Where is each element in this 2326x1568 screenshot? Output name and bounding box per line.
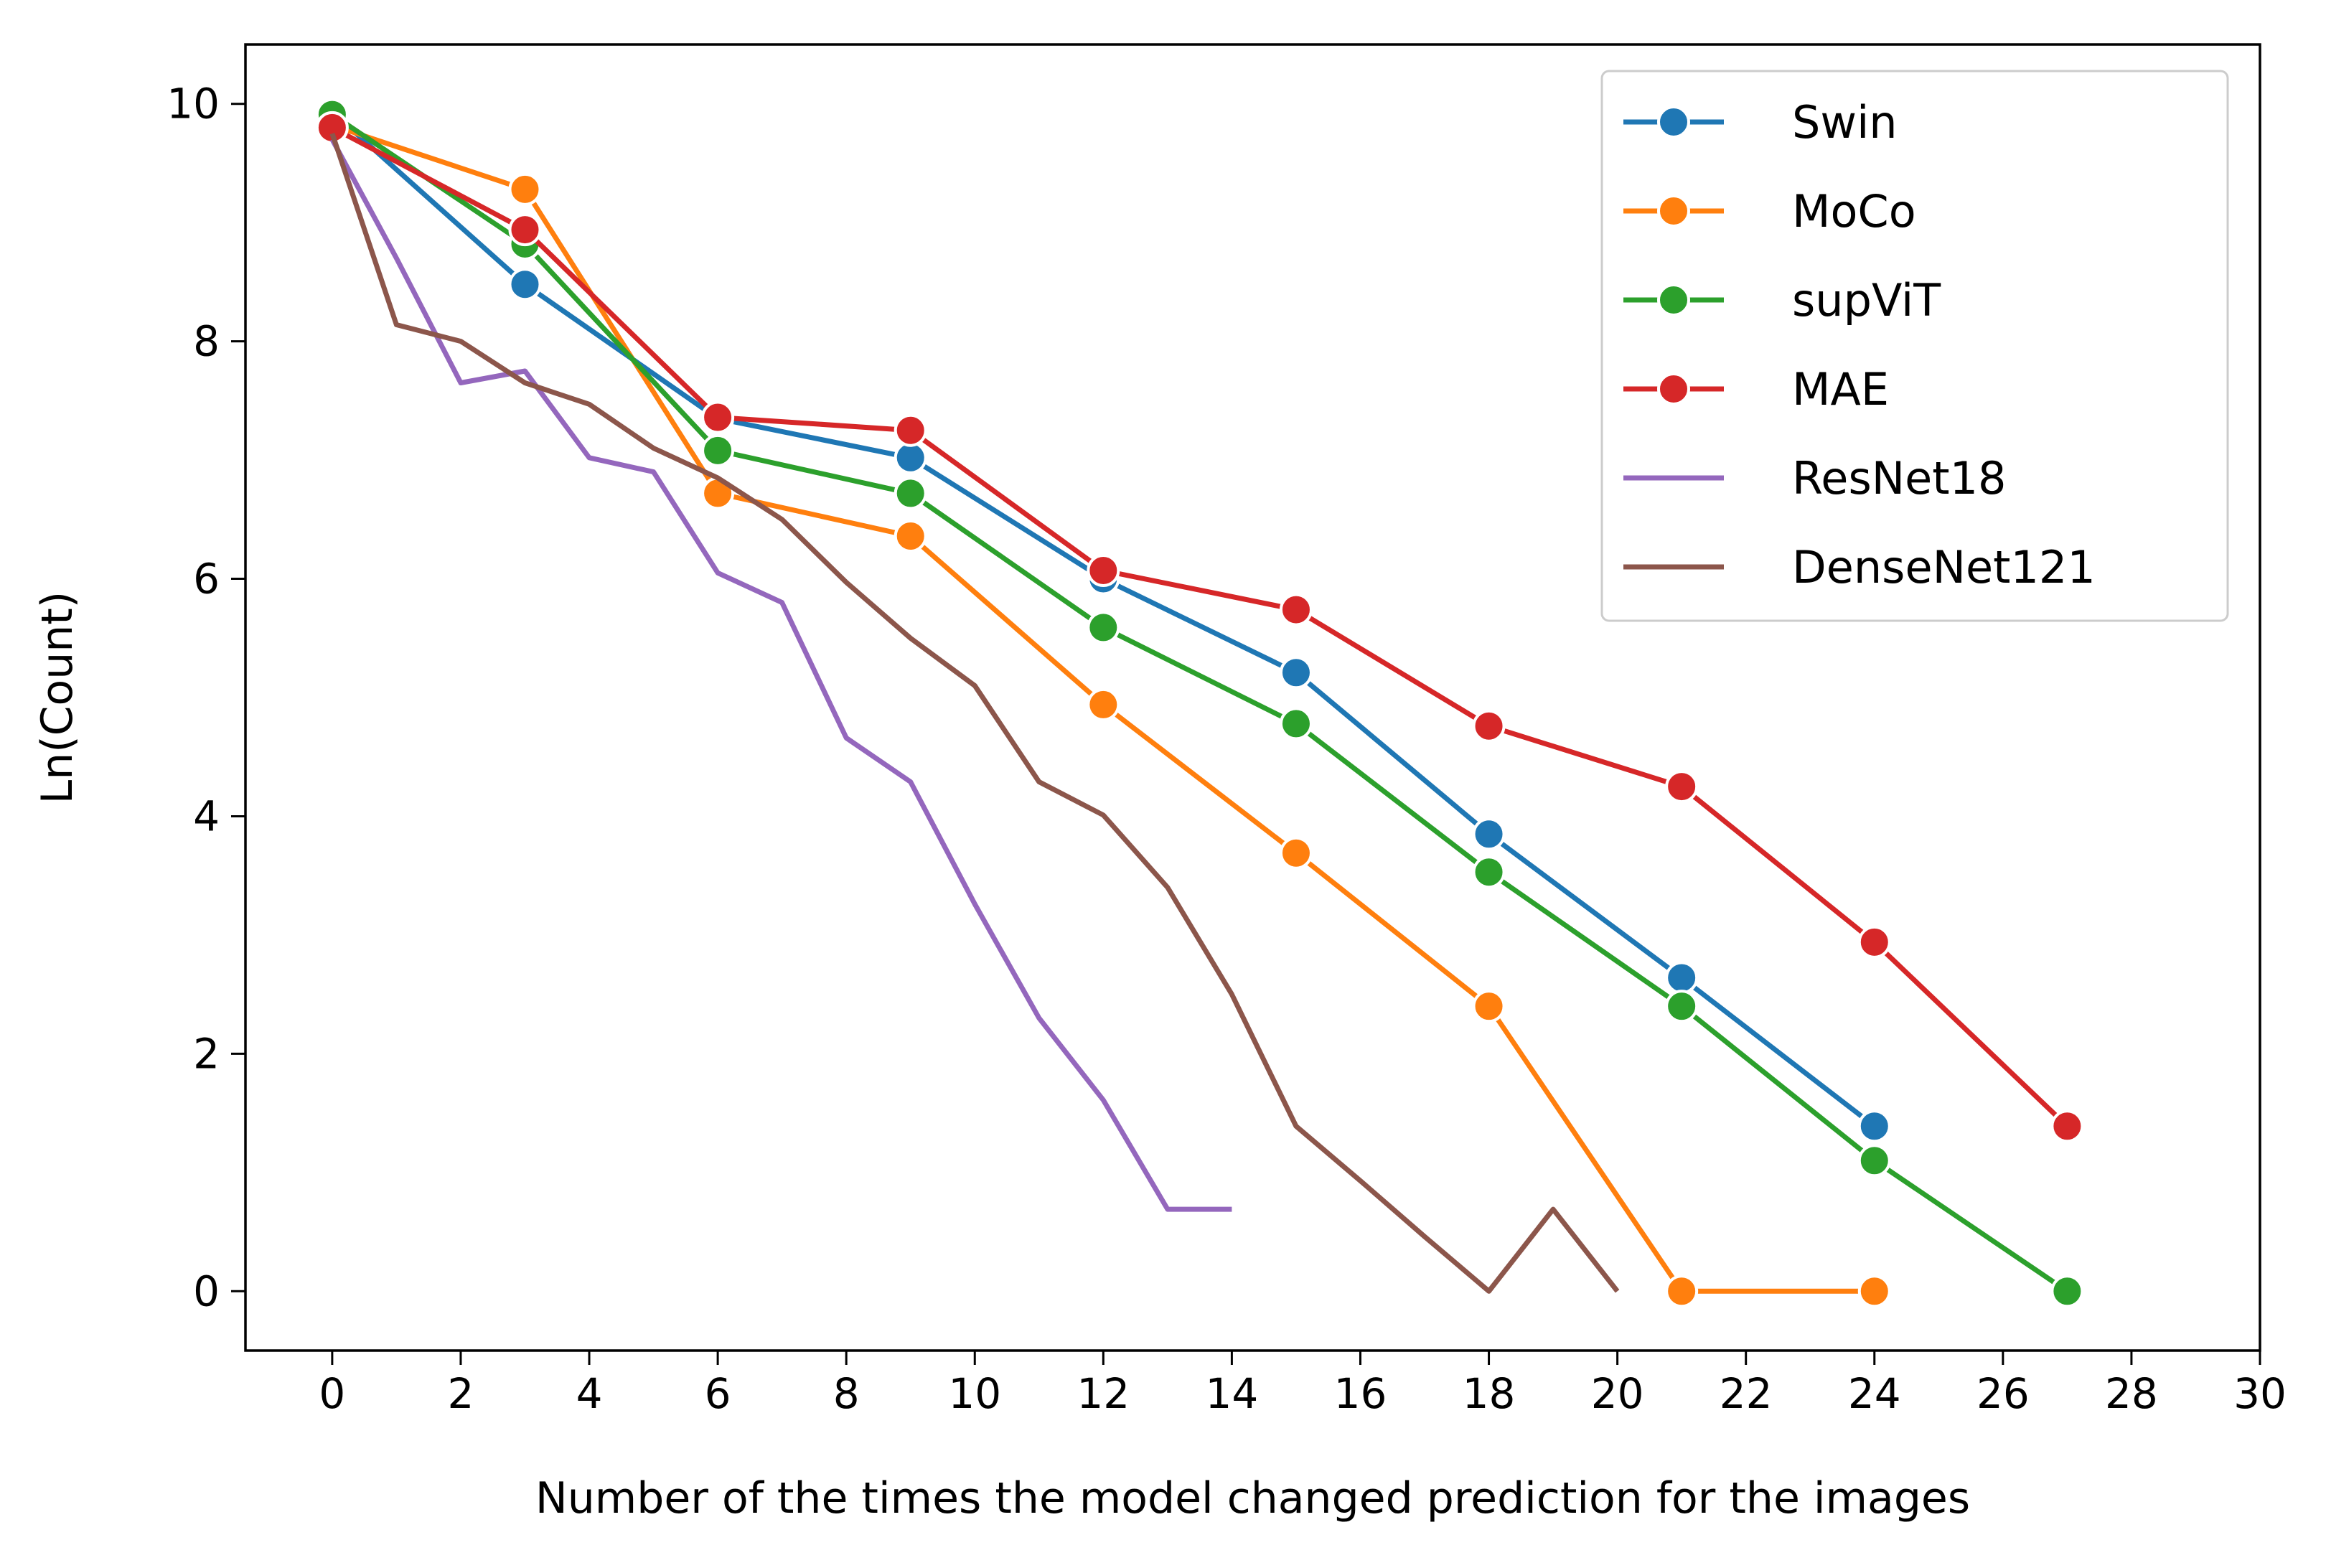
x-tick-label: 28 [2105,1369,2158,1418]
data-point-swin [1665,961,1699,995]
legend-label: MAE [1792,363,1889,416]
y-tick-label: 0 [193,1267,220,1315]
legend: Swin MoCo supViT MAE ResNet18 DenseNet121 [1600,70,2229,622]
y-axis: 0 2 4 6 8 10 [167,80,245,1315]
x-tick-label: 0 [319,1369,345,1418]
legend-label: supViT [1792,274,1941,327]
data-point-moco [1857,1274,1891,1308]
x-tick-label: 12 [1077,1369,1130,1418]
legend-item-supvit: supViT [1623,274,1941,327]
series-resnet18 [329,138,1232,1212]
series-layer [315,95,2084,1308]
x-tick-label: 22 [1720,1369,1773,1418]
data-point-mae [701,400,735,434]
series-line-mae [331,125,2069,1128]
data-point-supvit [2050,1274,2084,1308]
data-point-swin [508,268,542,301]
x-tick-label: 2 [447,1369,474,1418]
data-point-mae [1087,553,1120,587]
legend-item-densenet121: DenseNet121 [1623,541,2096,593]
data-point-moco [1665,1274,1699,1308]
x-tick-label: 18 [1463,1369,1516,1418]
data-point-swin [1857,1109,1891,1143]
x-tick-label: 8 [833,1369,860,1418]
legend-swatch-marker [1657,372,1690,405]
x-tick-label: 26 [1976,1369,2030,1418]
data-point-supvit [894,476,927,510]
y-tick-label: 10 [167,80,220,128]
legend-item-mae: MAE [1623,363,1889,416]
data-point-moco [894,519,927,553]
data-point-mae [1665,770,1699,804]
data-point-mae [1279,593,1313,626]
legend-item-resnet18: ResNet18 [1623,452,2006,504]
x-axis-title: Number of the times the model changed pr… [535,1473,1970,1524]
data-point-moco [1087,687,1120,721]
data-point-supvit [1279,707,1313,741]
data-point-mae [1857,925,1891,959]
legend-label: Swin [1792,96,1898,149]
series-line-densenet121 [329,132,1620,1294]
legend-swatch-marker [1657,283,1690,316]
y-axis-title: Ln(Count) [32,591,83,804]
x-tick-label: 24 [1848,1369,1901,1418]
y-tick-label: 6 [193,555,220,604]
x-tick-label: 10 [948,1369,1001,1418]
data-point-moco [1472,990,1506,1023]
data-point-supvit [701,433,735,467]
data-point-moco [508,172,542,206]
legend-label: ResNet18 [1792,452,2006,504]
legend-item-swin: Swin [1623,96,1898,149]
legend-swatch-marker [1657,194,1690,227]
legend-item-moco: MoCo [1623,185,1916,238]
series-mae [315,111,2084,1143]
x-tick-label: 6 [705,1369,731,1418]
legend-swatch-marker [1657,105,1690,139]
data-point-swin [1279,656,1313,690]
series-line-supvit [330,112,2069,1294]
y-tick-label: 2 [193,1029,220,1078]
legend-label: MoCo [1792,185,1916,238]
plot-frame [244,43,2261,1352]
data-point-swin [894,441,927,474]
x-tick-label: 16 [1334,1369,1387,1418]
data-point-swin [1472,817,1506,851]
x-tick-label: 4 [576,1369,603,1418]
data-point-mae [894,413,927,447]
x-axis: 0 2 4 6 8 10 12 14 16 18 20 22 24 26 28 30 [319,1351,2287,1418]
data-point-mae [2050,1109,2084,1143]
data-point-mae [508,213,542,247]
x-tick-label: 30 [2233,1369,2287,1418]
legend-box [1600,70,2229,622]
data-point-supvit [1665,990,1699,1023]
series-densenet121 [329,132,1620,1294]
x-tick-label: 20 [1591,1369,1644,1418]
y-tick-label: 4 [193,792,220,840]
data-point-moco [1279,836,1313,870]
y-tick-label: 8 [193,317,220,366]
data-point-supvit [1087,611,1120,644]
data-point-supvit [1857,1144,1891,1178]
data-point-supvit [1472,855,1506,889]
x-tick-label: 14 [1205,1369,1258,1418]
data-point-mae [1472,709,1506,743]
series-line-resnet18 [329,138,1232,1212]
legend-label: DenseNet121 [1792,541,2096,593]
